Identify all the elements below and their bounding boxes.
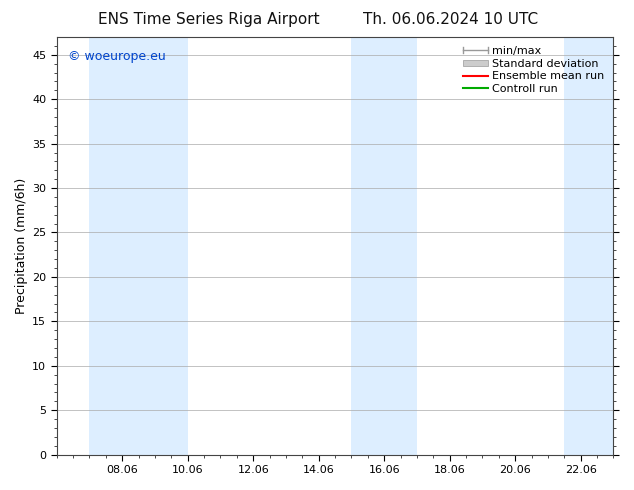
Text: Th. 06.06.2024 10 UTC: Th. 06.06.2024 10 UTC [363,12,538,27]
Text: ENS Time Series Riga Airport: ENS Time Series Riga Airport [98,12,320,27]
Bar [89,37,188,455]
Bar [564,37,614,455]
Text: © woeurope.eu: © woeurope.eu [68,49,165,63]
Legend: min/max, Standard deviation, Ensemble mean run, Controll run: min/max, Standard deviation, Ensemble me… [460,43,608,98]
Bar [351,37,417,455]
Y-axis label: Precipitation (mm/6h): Precipitation (mm/6h) [15,178,28,314]
